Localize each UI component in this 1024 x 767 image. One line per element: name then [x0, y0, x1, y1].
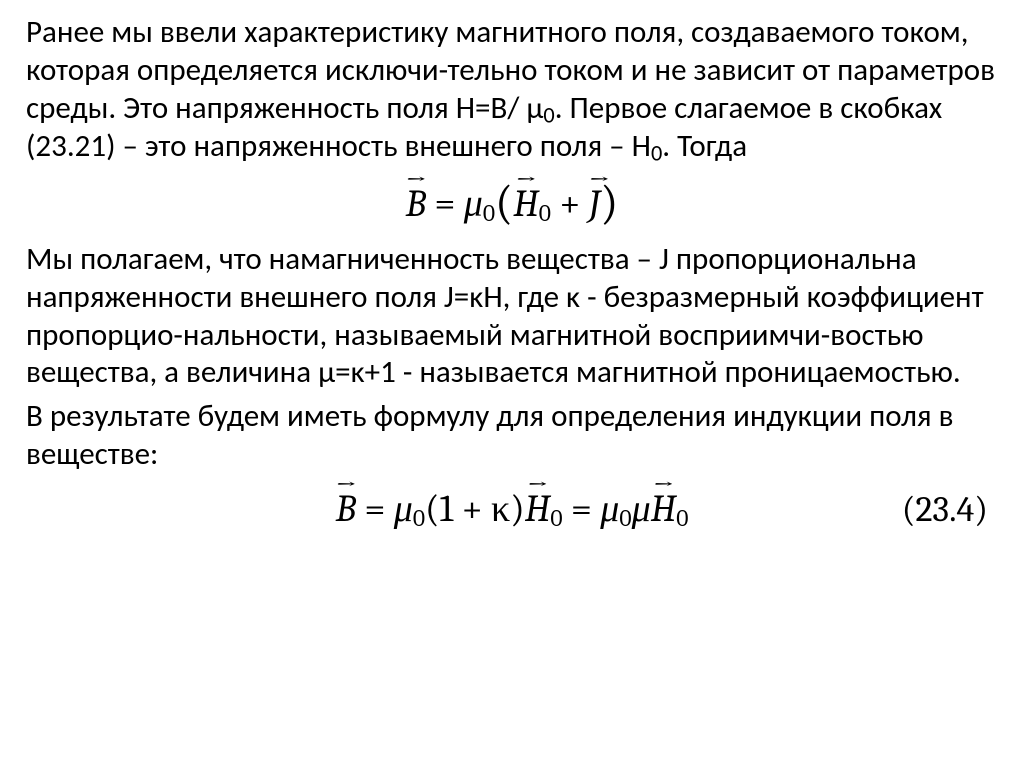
- sym-lparen2: (: [425, 487, 440, 531]
- arrow-icon: →: [589, 168, 600, 195]
- sym-lparen: (: [495, 175, 513, 230]
- sym-sub0-2b: 0: [619, 505, 631, 532]
- vec-J: →J: [589, 182, 600, 226]
- sym-1plusk: 1 + κ: [440, 487, 511, 531]
- sym-mu2b: μ: [600, 487, 619, 531]
- paragraph-3: В результате будем иметь формулу для опр…: [26, 398, 998, 474]
- sym-plus: +: [551, 182, 589, 226]
- formula-1: →B = μ0(→H0 + →J): [406, 175, 619, 230]
- vec-B: →B: [406, 182, 426, 226]
- sym-eq2b: =: [563, 487, 601, 531]
- para1-sub-0a: 0: [543, 101, 554, 128]
- sym-sub0-2a: 0: [413, 505, 425, 532]
- formula-2-row: →B = μ0(1 + κ)→H0 = μ0μ→H0 (23.4): [26, 480, 998, 540]
- formula-2: →B = μ0(1 + κ)→H0 = μ0μ→H0: [336, 487, 689, 532]
- paragraph-2: Мы полагаем, что намагниченность веществ…: [26, 241, 998, 392]
- para1-text-c: . Тогда: [662, 127, 747, 165]
- page: Ранее мы ввели характеристику магнитного…: [0, 0, 1024, 540]
- arrow-icon: →: [651, 473, 677, 500]
- arrow-icon: →: [336, 473, 356, 500]
- vec-H2a: →H: [525, 487, 551, 531]
- sym-mu-plain: μ: [632, 487, 651, 531]
- sym-rparen2: ): [510, 487, 525, 531]
- vec-H: →H: [513, 182, 539, 226]
- vec-H2b: →H: [651, 487, 677, 531]
- sym-Hsub: 0: [539, 200, 551, 227]
- sym-mu2a: μ: [394, 487, 413, 531]
- arrow-icon: →: [525, 473, 551, 500]
- arrow-icon: →: [513, 168, 539, 195]
- arrow-icon: →: [406, 168, 426, 195]
- sym-mu: μ: [464, 182, 483, 226]
- formula-1-row: →B = μ0(→H0 + →J): [26, 173, 998, 233]
- sym-eq: =: [426, 182, 464, 226]
- vec-B2: →B: [336, 487, 356, 531]
- equation-number: (23.4): [902, 489, 988, 530]
- sym-eq2a: =: [356, 487, 394, 531]
- sym-sub0: 0: [483, 200, 495, 227]
- sym-H2bsub: 0: [676, 505, 688, 532]
- paragraph-1: Ранее мы ввели характеристику магнитного…: [26, 14, 998, 167]
- sym-H2asub: 0: [550, 505, 562, 532]
- para1-sub-0b: 0: [651, 140, 662, 167]
